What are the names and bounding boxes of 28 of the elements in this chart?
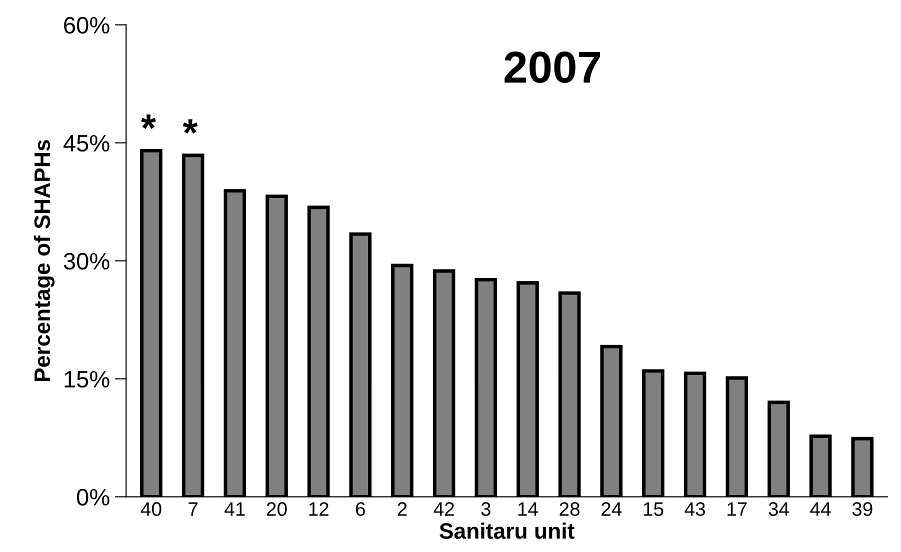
x-tick-label: 43 xyxy=(684,502,706,516)
x-tick-label: 40 xyxy=(140,502,162,516)
x-tick-label: 20 xyxy=(266,502,287,516)
x-tick-label: 28 xyxy=(560,502,580,516)
x-tick-label: 17 xyxy=(728,502,747,516)
x-tick-label: 44 xyxy=(810,502,831,516)
y-tick-label: 45% xyxy=(63,135,110,152)
x-tick-label: 7 xyxy=(188,502,198,516)
y-tick-label: 15% xyxy=(64,370,110,388)
x-axis-title: Sanitaru unit xyxy=(440,522,574,539)
x-tick-label: 42 xyxy=(434,502,454,516)
y-tick-label: 60% xyxy=(64,16,110,34)
x-tick-label: 34 xyxy=(768,502,789,516)
x-tick-label: 14 xyxy=(518,502,538,516)
x-tick-label: 6 xyxy=(356,502,365,516)
x-tick-label: 39 xyxy=(852,502,872,516)
x-tick-label: 15 xyxy=(644,502,664,516)
x-tick-label: 2 xyxy=(398,502,407,516)
x-tick-label: 24 xyxy=(602,502,622,516)
y-tick-label: 30% xyxy=(64,252,110,270)
x-tick-label: 3 xyxy=(481,502,490,516)
y-tick-label: 0% xyxy=(76,488,110,506)
annotation: * xyxy=(141,114,156,129)
x-tick-label: 41 xyxy=(224,502,245,516)
x-tick-label: 12 xyxy=(309,502,328,516)
annotation: * xyxy=(182,119,198,134)
chart-title: 2007 xyxy=(504,52,600,84)
y-axis-title: Percentage of SHAPHs xyxy=(34,140,55,381)
